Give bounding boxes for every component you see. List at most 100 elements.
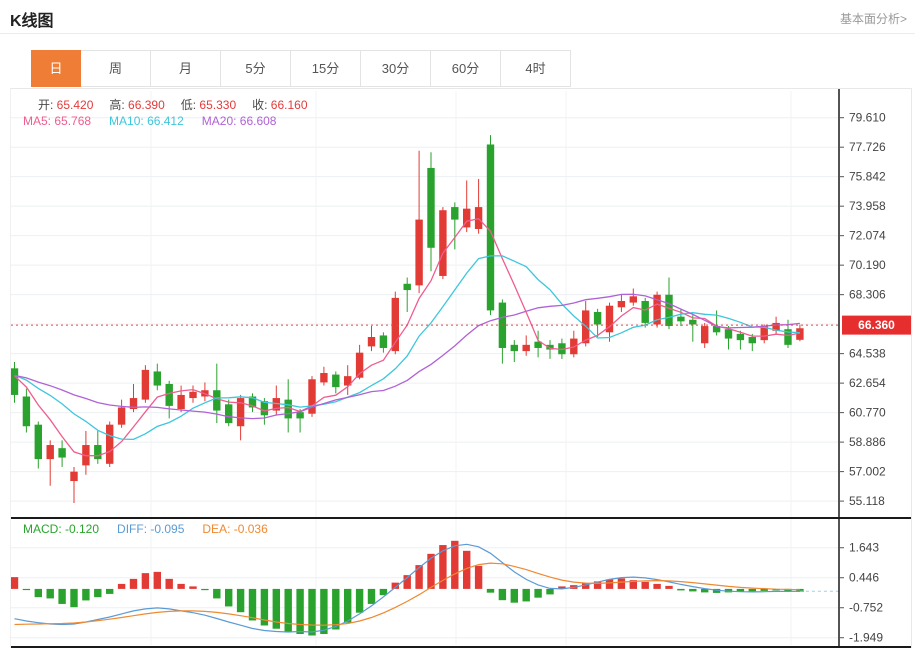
tab-period-2[interactable]: 月 (151, 50, 221, 87)
tab-period-0[interactable]: 日 (31, 50, 81, 87)
macd-hist-bar (439, 545, 447, 589)
macd-hist-bar (129, 578, 138, 589)
macd-hist-bar (558, 586, 566, 589)
macd-hist-bar (46, 588, 54, 599)
y-axis-tick-label: 55.118 (849, 494, 885, 508)
y-axis-tick-label: 75.842 (849, 170, 886, 184)
candle-body (106, 424, 114, 464)
candle-body (546, 344, 554, 350)
macd-hist-bar (522, 588, 530, 602)
candle-body (248, 396, 257, 408)
macd-value: DIFF: -0.095 (117, 522, 185, 536)
macd-hist-bar (213, 588, 221, 599)
candle-body (653, 294, 661, 325)
y-axis-tick-label: 1.643 (849, 541, 879, 555)
macd-hist-bar (248, 588, 257, 621)
candle-body (712, 326, 721, 333)
candle-body (70, 471, 78, 482)
y-axis-tick-label: 68.306 (849, 288, 886, 302)
y-axis-tick-label: 70.190 (849, 258, 886, 272)
candle-body (391, 297, 399, 352)
macd-hist-bar (415, 565, 423, 589)
candle-body (46, 445, 54, 460)
candle-body (641, 301, 649, 323)
candle-body (177, 394, 185, 410)
macd-hist-bar (665, 585, 673, 589)
candle-body (784, 329, 792, 345)
candle-body (117, 407, 126, 425)
macd-hist-bar (34, 588, 42, 598)
macd-hist-bar (486, 588, 495, 593)
period-tab-bar: 日周月 5分 15分 30分 60分 4时 (31, 50, 571, 87)
candle-body (558, 343, 566, 355)
macd-hist-bar (463, 550, 471, 589)
ohlc-value: 高: 66.390 (109, 98, 165, 112)
kline-chart-area[interactable]: 开: 65.420 高: 66.390 低: 65.330 收: 66.160 MA5… (10, 88, 912, 648)
dea-line (14, 562, 800, 626)
candle-body (534, 341, 542, 348)
ohlc-value: 开: 65.420 (38, 98, 94, 112)
macd-hist-bar (308, 588, 316, 636)
macd-hist-bar (225, 588, 233, 607)
candle-body (701, 326, 709, 344)
candle-body (332, 374, 340, 388)
ohlc-value: 收: 66.160 (252, 98, 308, 112)
macd-hist-bar (94, 588, 102, 598)
candle-body (296, 412, 304, 419)
macd-hist-bar (272, 588, 280, 629)
macd-hist-bar (141, 573, 150, 589)
macd-hist-bar (332, 588, 340, 630)
tab-period-4[interactable]: 15分 (291, 50, 361, 87)
macd-hist-bar (320, 588, 328, 634)
candle-body (593, 311, 602, 325)
macd-hist-bar (760, 588, 768, 591)
y-axis-tick-label: 60.770 (849, 406, 886, 420)
candle-body (724, 329, 733, 339)
candle-body (22, 396, 31, 427)
macd-hist-bar (58, 588, 66, 604)
macd-hist-bar (748, 588, 756, 592)
ma-value: MA20: 66.608 (201, 114, 277, 128)
diff-line (14, 543, 800, 633)
tab-period-5[interactable]: 30分 (361, 50, 431, 87)
candle-body (415, 219, 423, 286)
y-axis-tick-label: 57.002 (849, 465, 886, 479)
macd-value: MACD: -0.120 (23, 522, 100, 536)
macd-hist-bar (474, 565, 483, 589)
macd-hist-bar (296, 588, 304, 634)
candle-body (617, 301, 626, 308)
candle-body (677, 316, 685, 322)
candle-body (260, 401, 269, 416)
candle-body (748, 337, 756, 344)
ohlc-info-row: 开: 65.420 高: 66.390 低: 65.330 收: 66.160 (38, 96, 324, 113)
fundamental-analysis-link[interactable]: 基本面分析> (839, 12, 907, 26)
tab-period-3[interactable]: 5分 (221, 50, 291, 87)
y-axis-tick-label: 79.610 (849, 111, 886, 125)
candle-body (736, 333, 745, 341)
candle-body (427, 167, 435, 248)
macd-hist-bar (546, 588, 554, 595)
chart-canvas[interactable]: 79.610 77.726 75.842 73.958 72.074 70.190 68.3… (11, 89, 911, 648)
candle-body (153, 371, 161, 386)
tab-period-1[interactable]: 周 (81, 50, 151, 87)
macd-hist-bar (165, 578, 173, 589)
candle-body (141, 369, 150, 400)
candle-body (629, 296, 637, 303)
tab-period-7[interactable]: 4时 (501, 50, 571, 87)
candle-body (760, 326, 768, 341)
tab-period-6[interactable]: 60分 (431, 50, 501, 87)
candle-body (320, 373, 328, 383)
page-title: K线图 (10, 13, 54, 30)
macd-hist-bar (391, 582, 399, 589)
candle-body (34, 424, 42, 460)
macd-hist-bar (427, 553, 435, 589)
macd-hist-bar (689, 588, 697, 592)
macd-hist-bar (117, 583, 126, 589)
candle-body (58, 448, 66, 458)
candle-body (689, 319, 697, 325)
macd-hist-bar (153, 571, 161, 589)
y-axis-tick-label: 77.726 (849, 140, 886, 154)
macd-hist-bar (22, 588, 31, 591)
candle-body (486, 144, 495, 311)
macd-hist-bar (701, 588, 709, 593)
